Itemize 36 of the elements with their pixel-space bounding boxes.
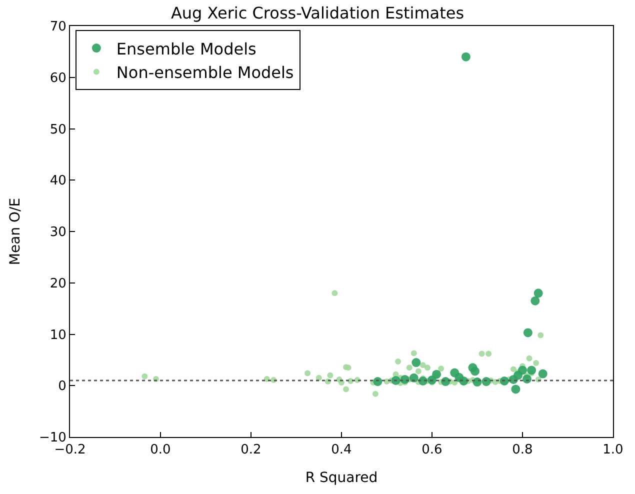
y-tick-label: 0	[58, 379, 66, 394]
chart-title: Aug Xeric Cross-Validation Estimates	[170, 4, 464, 23]
point	[461, 52, 470, 62]
y-tick-label: 60	[50, 70, 66, 86]
legend-label: Non-ensemble Models	[116, 63, 294, 82]
point	[530, 296, 540, 306]
x-tick-label: 0.4	[331, 442, 352, 458]
y-tick-label: 40	[50, 174, 66, 189]
point	[527, 366, 536, 375]
point	[511, 384, 520, 394]
x-tick-label: 0.6	[422, 442, 442, 458]
point	[391, 376, 400, 385]
point	[500, 376, 509, 386]
x-tick-label: 1.0	[602, 442, 624, 458]
x-tick-label: 0.8	[512, 442, 533, 458]
point	[412, 358, 421, 368]
y-axis-title: Mean O/E	[8, 198, 24, 266]
point	[409, 373, 418, 382]
x-tick-label: 0.2	[240, 442, 262, 458]
point	[522, 374, 532, 384]
y-tick-label: 10	[50, 328, 66, 343]
y-tick-label: 70	[50, 20, 66, 35]
y-tick-label: 30	[50, 225, 66, 240]
point	[513, 370, 522, 380]
point	[470, 366, 480, 376]
point	[482, 377, 491, 386]
legend-label: Ensemble Models	[116, 39, 256, 58]
point	[432, 370, 442, 379]
point	[538, 369, 548, 378]
point	[373, 377, 382, 386]
y-tick-label: 20	[50, 276, 66, 292]
point	[534, 288, 543, 298]
x-tick-label: 0.0	[150, 442, 171, 458]
x-axis-title: R Squared	[305, 470, 378, 486]
y-tick-label: 50	[50, 122, 66, 138]
point	[523, 328, 532, 338]
